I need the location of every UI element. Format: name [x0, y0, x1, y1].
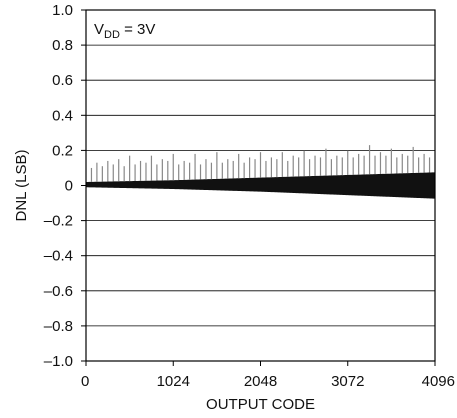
dnl-spike-layer	[90, 145, 431, 182]
x-axis-label: OUTPUT CODE	[206, 396, 315, 413]
annotation-suffix: = 3V	[120, 21, 155, 38]
dnl-band-layer	[86, 172, 435, 199]
supply-voltage-annotation: VDD = 3V	[94, 21, 155, 41]
y-tick-label: 0.8	[52, 37, 73, 54]
y-tick-label: –1.0	[44, 353, 73, 370]
y-tick-label: 0.4	[52, 107, 73, 124]
y-axis-label: DNL (LSB)	[13, 150, 30, 222]
x-tick-label: 4096	[422, 373, 455, 390]
y-tick-label: –0.2	[44, 213, 73, 230]
x-tick-label: 3072	[331, 373, 364, 390]
x-tick-label: 2048	[244, 373, 277, 390]
dnl-band	[86, 172, 435, 199]
y-tick-label: –0.6	[44, 283, 73, 300]
y-tick-label: –0.8	[44, 318, 73, 335]
x-tick-labels: 0 1024 2048 3072 4096	[81, 361, 455, 390]
x-tick-label: 1024	[157, 373, 190, 390]
annotation-subscript: DD	[104, 29, 120, 41]
y-tick-label: 1.0	[52, 2, 73, 19]
x-tick-label: 0	[81, 373, 89, 390]
annotation-prefix: V	[94, 21, 104, 38]
y-tick-label: 0.2	[52, 142, 73, 159]
y-tick-labels: 1.0 0.8 0.6 0.4 0.2 0 –0.2 –0.4 –0.6 –0.8 –1.0	[44, 2, 86, 370]
y-tick-label: –0.4	[44, 248, 73, 265]
y-tick-label: 0	[65, 178, 73, 195]
y-tick-label: 0.6	[52, 72, 73, 89]
